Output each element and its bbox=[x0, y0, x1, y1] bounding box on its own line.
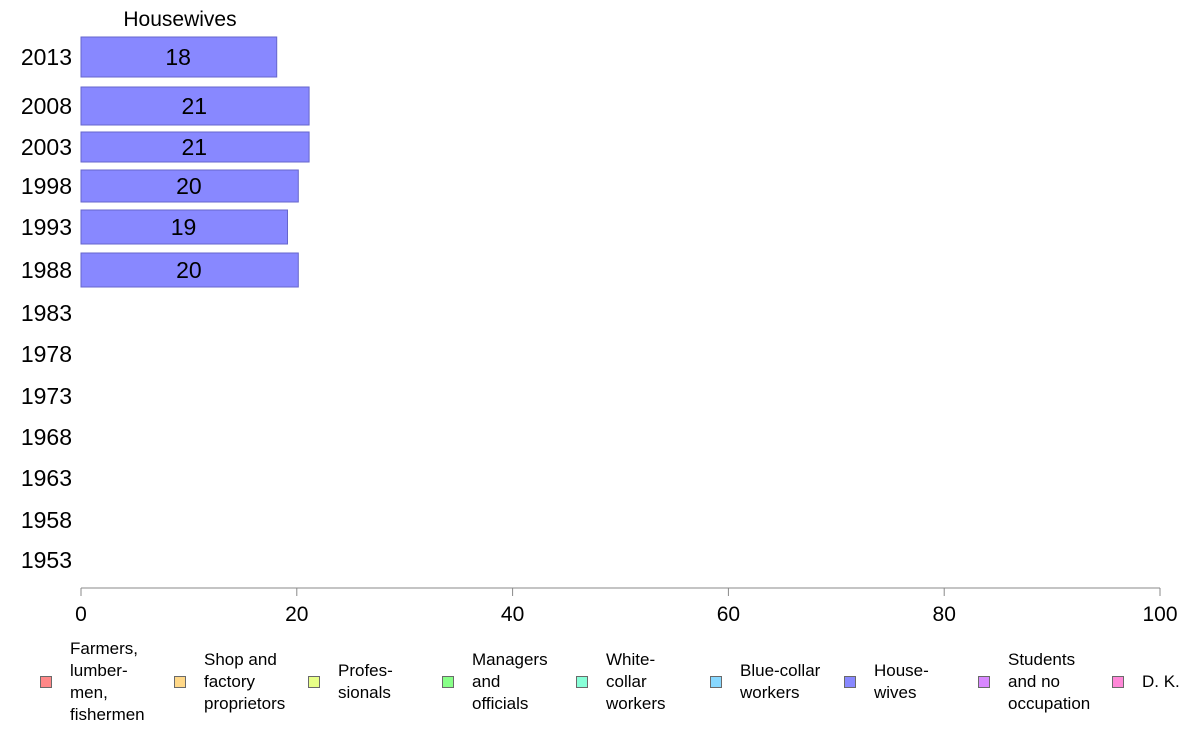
legend-item: House- wives bbox=[844, 636, 929, 728]
legend-item: Profes- sionals bbox=[308, 636, 393, 728]
y-tick-label: 1988 bbox=[21, 257, 72, 283]
legend-item: Farmers, lumber- men, fishermen bbox=[40, 636, 145, 728]
legend: Farmers, lumber- men, fishermen Shop and … bbox=[0, 636, 1188, 736]
legend-item: Shop and factory proprietors bbox=[174, 636, 285, 728]
legend-swatch bbox=[308, 676, 320, 688]
x-tick-label: 0 bbox=[75, 603, 87, 626]
bar bbox=[80, 252, 299, 288]
y-tick-label: 2008 bbox=[21, 93, 72, 119]
bar-data-labels: 18 21 21 20 19 20 bbox=[165, 44, 207, 283]
y-tick-label: 1973 bbox=[21, 383, 72, 409]
legend-label: White- collar workers bbox=[606, 650, 666, 713]
legend-label: Farmers, lumber- men, fishermen bbox=[70, 639, 145, 724]
legend-label: Blue-collar workers bbox=[740, 661, 821, 702]
y-tick-label: 2013 bbox=[21, 44, 72, 70]
legend-label: Managers and officials bbox=[472, 650, 548, 713]
legend-label: D. K. bbox=[1142, 672, 1180, 691]
legend-label: House- wives bbox=[874, 661, 929, 702]
legend-swatch bbox=[174, 676, 186, 688]
legend-swatch bbox=[978, 676, 990, 688]
legend-label: Shop and factory proprietors bbox=[204, 650, 286, 713]
bar-value-label: 20 bbox=[176, 173, 202, 199]
legend-swatch bbox=[40, 676, 52, 688]
legend-item: White- collar workers bbox=[576, 636, 666, 728]
bar-value-label: 19 bbox=[171, 214, 197, 240]
y-tick-label: 1953 bbox=[21, 547, 72, 573]
bar-value-label: 20 bbox=[176, 257, 202, 283]
bar bbox=[80, 169, 299, 203]
legend-label: Students and no occupation bbox=[1008, 650, 1091, 713]
x-tick-label: 40 bbox=[501, 603, 524, 626]
y-tick-label: 1983 bbox=[21, 300, 72, 326]
legend-item: Managers and officials bbox=[442, 636, 548, 728]
bar bbox=[80, 86, 310, 126]
y-tick-label: 1958 bbox=[21, 507, 72, 533]
bar-value-label: 21 bbox=[181, 93, 207, 119]
x-tick-label: 80 bbox=[933, 603, 956, 626]
x-tick-label: 60 bbox=[717, 603, 740, 626]
y-tick-label: 1998 bbox=[21, 173, 72, 199]
bar-chart: Housewives 2013 2008 2003 1998 1993 1988 1983 1… bbox=[21, 8, 1178, 626]
x-tick-label: 20 bbox=[285, 603, 308, 626]
legend-label: Profes- sionals bbox=[338, 661, 393, 702]
legend-swatch bbox=[844, 676, 856, 688]
y-tick-label: 1963 bbox=[21, 465, 72, 491]
bars bbox=[80, 36, 310, 288]
legend-swatch bbox=[1112, 676, 1124, 688]
legend-swatch bbox=[710, 676, 722, 688]
bar-value-label: 18 bbox=[165, 44, 191, 70]
bar bbox=[80, 209, 289, 245]
y-axis-labels: 2013 2008 2003 1998 1993 1988 1983 1978 1973 1968… bbox=[21, 44, 72, 573]
bar bbox=[80, 131, 310, 163]
legend-item: D. K. bbox=[1112, 636, 1180, 728]
legend-item: Students and no occupation bbox=[978, 636, 1090, 728]
x-axis-ticks: 0 20 40 60 80 100 bbox=[75, 588, 1178, 626]
legend-swatch bbox=[576, 676, 588, 688]
chart-title: Housewives bbox=[123, 8, 236, 31]
y-tick-label: 1978 bbox=[21, 341, 72, 367]
legend-swatch bbox=[442, 676, 454, 688]
legend-item: Blue-collar workers bbox=[710, 636, 820, 728]
y-tick-label: 1993 bbox=[21, 214, 72, 240]
y-tick-label: 1968 bbox=[21, 424, 72, 450]
x-tick-label: 100 bbox=[1142, 603, 1177, 626]
bar-value-label: 21 bbox=[181, 134, 207, 160]
bar bbox=[80, 36, 278, 78]
y-tick-label: 2003 bbox=[21, 134, 72, 160]
